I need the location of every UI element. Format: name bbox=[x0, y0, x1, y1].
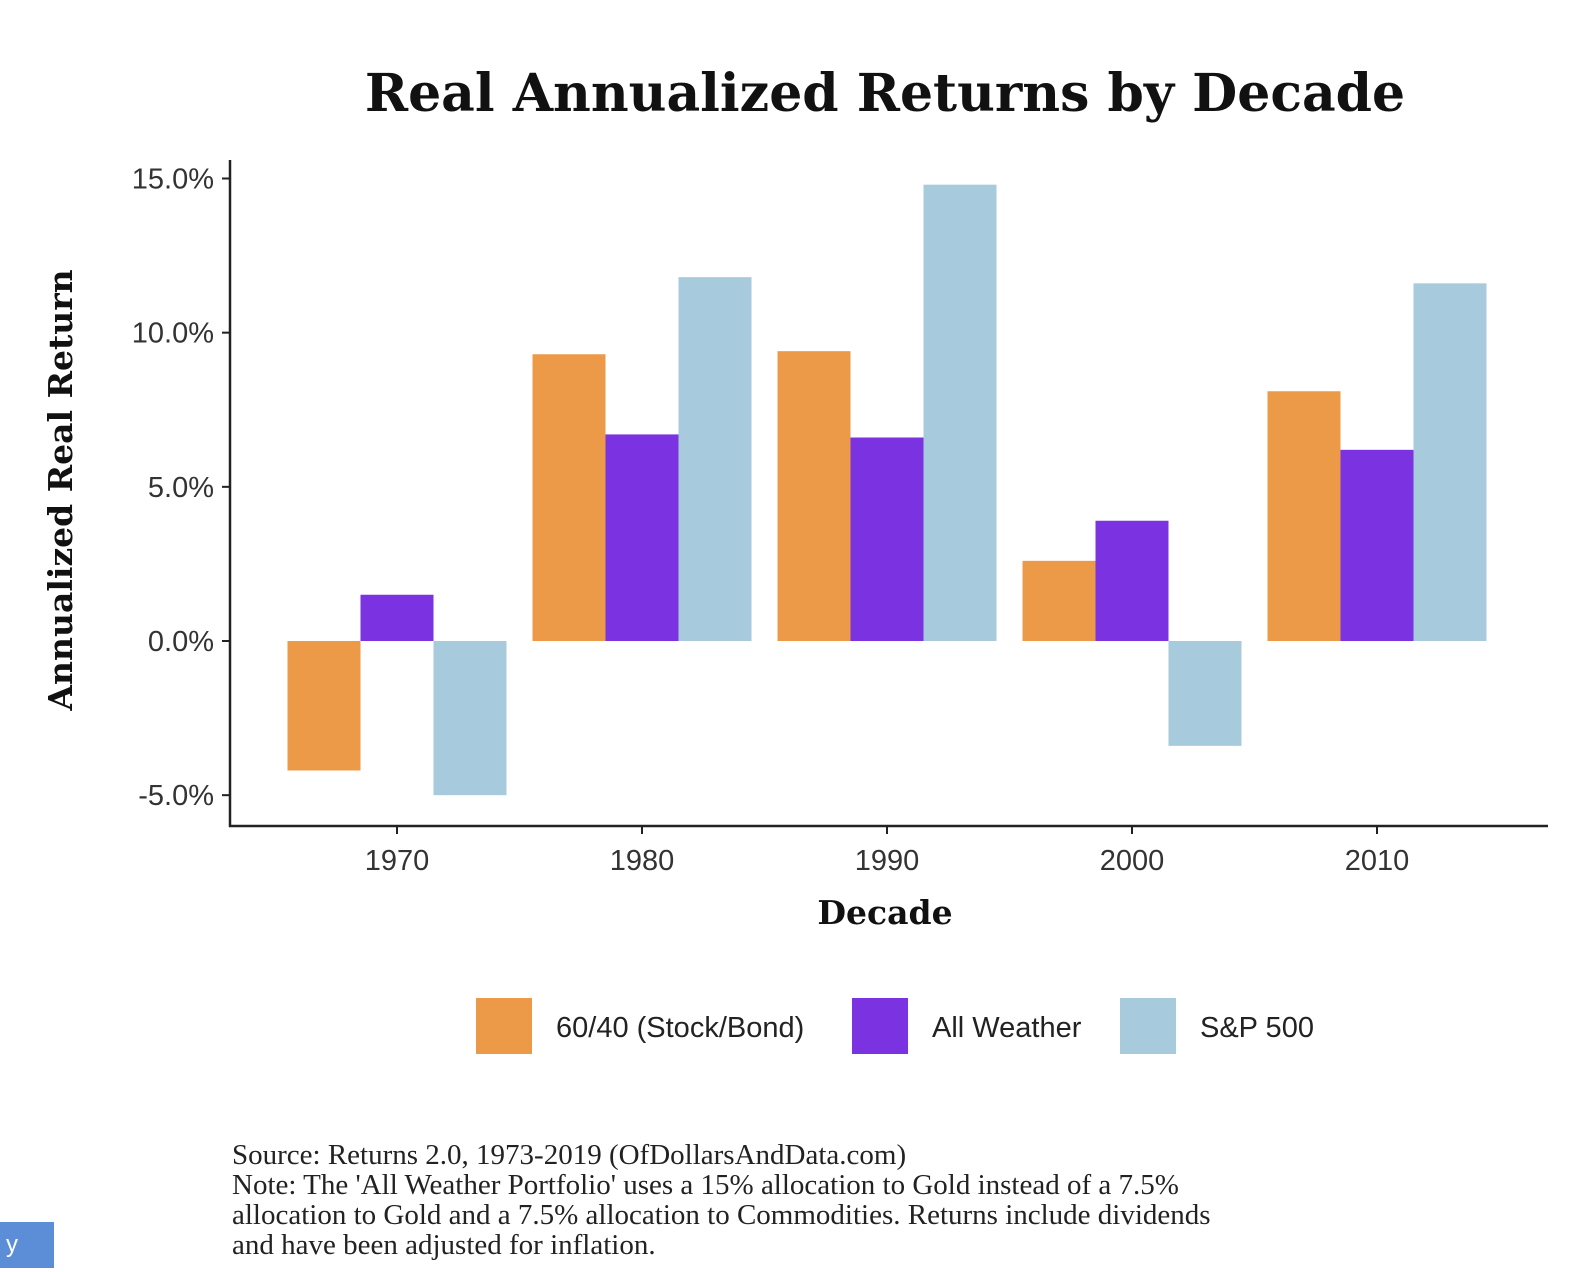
bar-s-p-500-1980 bbox=[678, 277, 752, 641]
bar-chart: Real Annualized Returns by Decade 15.0%1… bbox=[41, 63, 1548, 1054]
bar-all-weather-2010 bbox=[1340, 449, 1414, 641]
x-tick-label: 1970 bbox=[365, 845, 430, 877]
y-axis-ticks: 15.0% 10.0% 5.0% 0.0% -5.0% bbox=[132, 164, 230, 812]
note-line: Note: The 'All Weather Portfolio' uses a… bbox=[232, 1169, 1179, 1201]
bar-all-weather-2000 bbox=[1095, 520, 1169, 641]
legend-label: 60/40 (Stock/Bond) bbox=[556, 1012, 804, 1044]
source-line: Source: Returns 2.0, 1973-2019 (OfDollar… bbox=[232, 1139, 907, 1171]
legend-swatch bbox=[1120, 998, 1176, 1054]
footnote: Source: Returns 2.0, 1973-2019 (OfDollar… bbox=[232, 1140, 1562, 1260]
y-tick-label: 15.0% bbox=[132, 164, 214, 196]
note-line: and have been adjusted for inflation. bbox=[232, 1229, 656, 1261]
legend-swatch bbox=[852, 998, 908, 1054]
bar-60-40-stock-bond-2010 bbox=[1267, 391, 1341, 641]
x-tick-label: 1990 bbox=[855, 845, 920, 877]
bar-s-p-500-1990 bbox=[923, 184, 997, 641]
x-axis-ticks: 1970 1980 1990 2000 2010 bbox=[365, 826, 1410, 877]
bar-all-weather-1980 bbox=[605, 434, 679, 641]
bar-s-p-500-2010 bbox=[1413, 283, 1487, 641]
y-tick-label: -5.0% bbox=[138, 780, 214, 812]
bar-60-40-stock-bond-1980 bbox=[532, 354, 606, 641]
x-tick-label: 2000 bbox=[1100, 845, 1165, 877]
chart-title: Real Annualized Returns by Decade bbox=[365, 63, 1405, 124]
bar-all-weather-1990 bbox=[850, 437, 924, 641]
y-tick-label: 0.0% bbox=[148, 626, 214, 658]
bar-s-p-500-1970 bbox=[433, 641, 507, 796]
corner-badge[interactable]: y bbox=[0, 1222, 54, 1268]
legend-label: All Weather bbox=[932, 1012, 1082, 1044]
x-tick-label: 2010 bbox=[1345, 845, 1410, 877]
legend-swatch bbox=[476, 998, 532, 1054]
y-tick-label: 10.0% bbox=[132, 318, 214, 350]
bar-60-40-stock-bond-2000 bbox=[1022, 560, 1096, 641]
bar-s-p-500-2000 bbox=[1168, 641, 1242, 746]
bars bbox=[287, 184, 1487, 796]
x-tick-label: 1980 bbox=[610, 845, 675, 877]
note-line: allocation to Gold and a 7.5% allocation… bbox=[232, 1199, 1211, 1231]
y-axis-title: Annualized Real Return bbox=[41, 269, 80, 711]
legend: 60/40 (Stock/Bond) All Weather S&P 500 bbox=[476, 998, 1314, 1054]
y-tick-label: 5.0% bbox=[148, 472, 214, 504]
bar-all-weather-1970 bbox=[360, 594, 434, 641]
axes bbox=[228, 160, 1548, 828]
x-axis-title: Decade bbox=[817, 893, 952, 932]
bar-60-40-stock-bond-1970 bbox=[287, 641, 361, 771]
bar-60-40-stock-bond-1990 bbox=[777, 351, 851, 641]
legend-label: S&P 500 bbox=[1200, 1012, 1314, 1044]
